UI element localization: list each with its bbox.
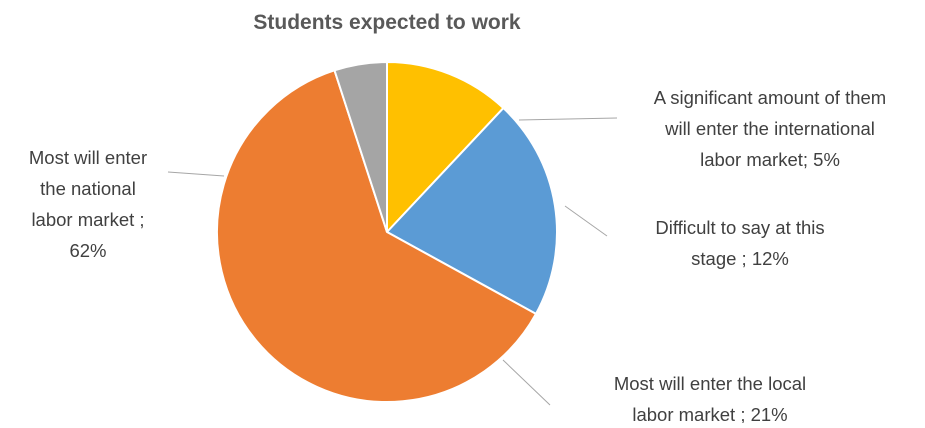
slices-layer: [216, 60, 558, 403]
leader-line-1: [564, 205, 608, 237]
leader-lines-layer: [167, 117, 618, 406]
data-label-4: A significant amount of them will enter t…: [654, 87, 886, 170]
leader-line-2: [502, 359, 551, 406]
pie-slice-2: [385, 106, 558, 316]
data-label-3: Most will enter the national labor market …: [29, 147, 147, 261]
data-label-1: Difficult to say at this stage ; 12%: [655, 217, 824, 269]
data-labels-layer: Difficult to say at this stage ; 12% Most …: [29, 87, 886, 425]
leader-line-3: [167, 171, 225, 177]
chart-title: Students expected to work: [253, 11, 521, 34]
leader-line-4: [518, 117, 618, 121]
pie-slice-3: [216, 69, 538, 403]
pie-slice-4: [333, 60, 388, 233]
pie-slice-1: [386, 60, 505, 235]
data-label-2: Most will enter the local labor market ; …: [614, 373, 806, 423]
